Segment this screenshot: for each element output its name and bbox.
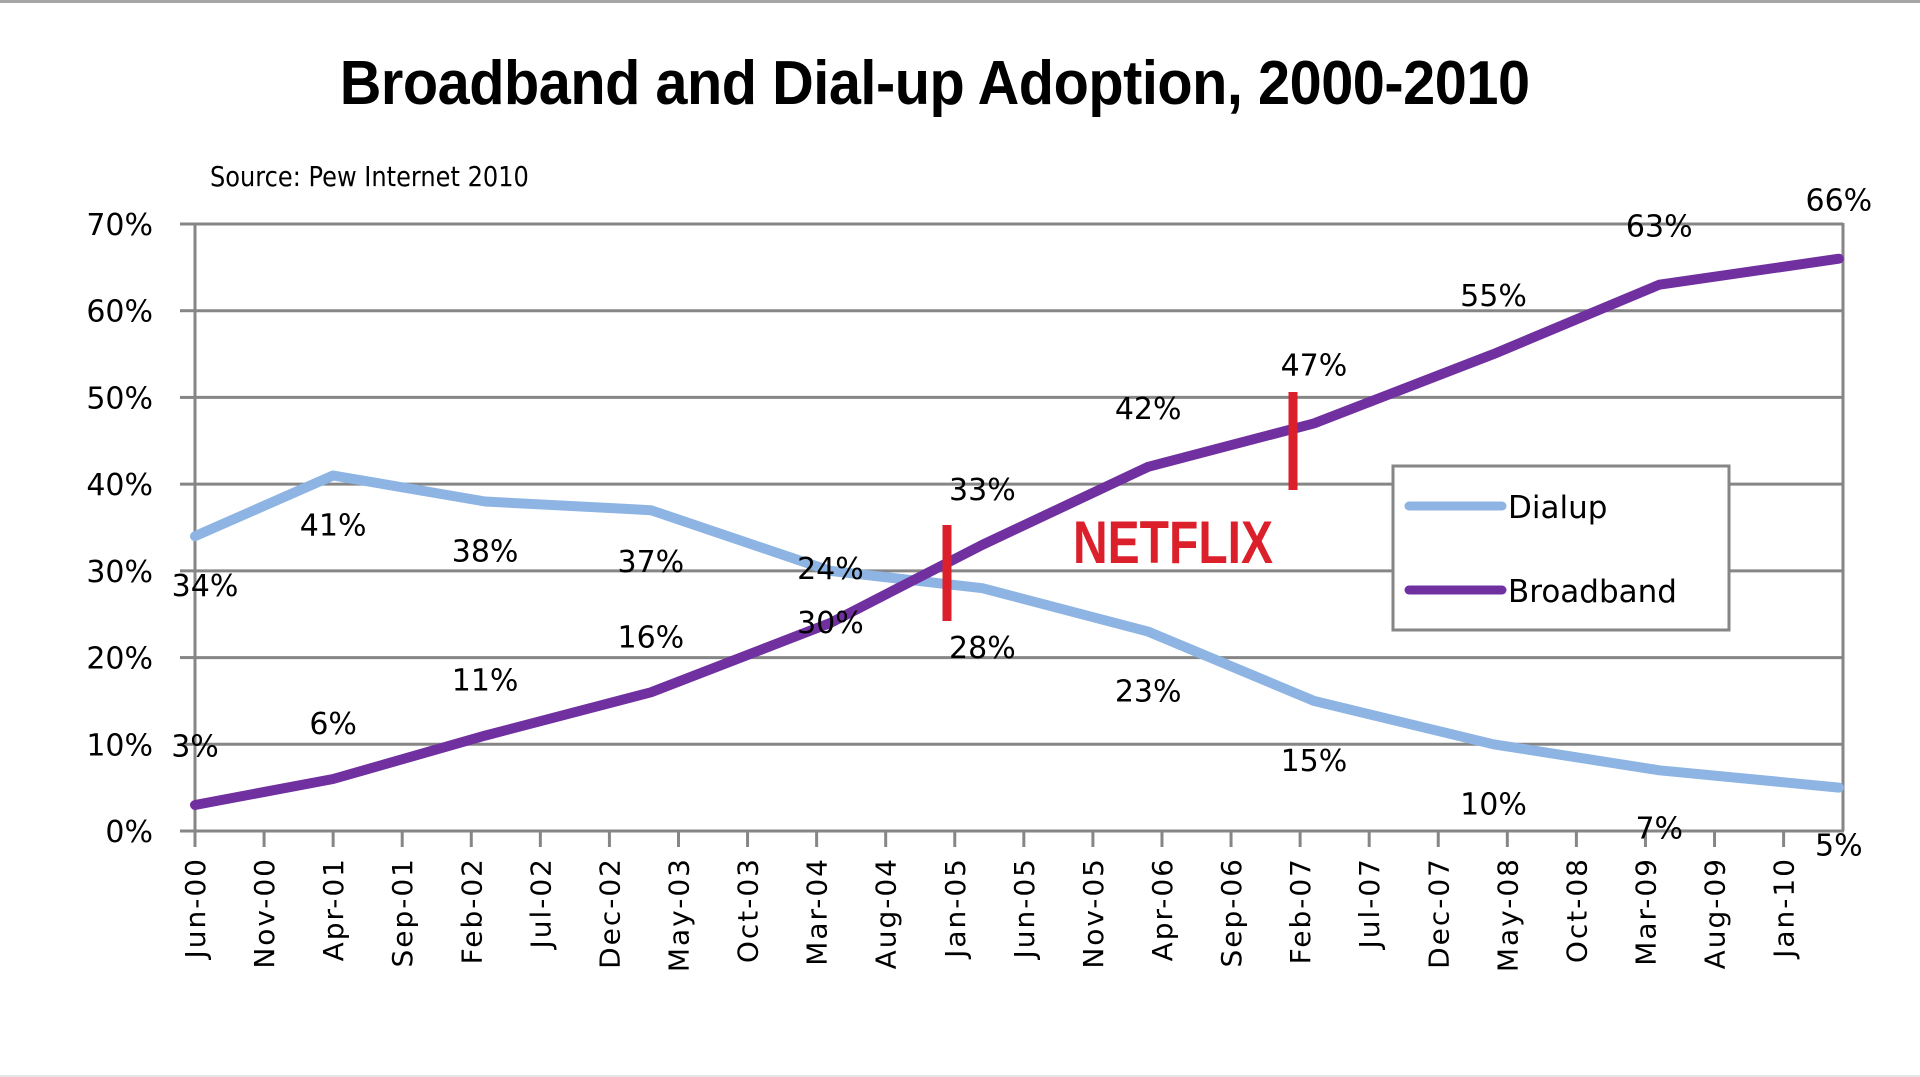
x-tick-label: Nov-00	[248, 857, 281, 969]
x-tick-label: Apr-01	[317, 857, 350, 961]
top-border	[0, 0, 1920, 3]
data-labels: 34% 41% 38% 37% 24% 28% 23% 15% 10% 7% 5% 3% 6% 11% 16…	[171, 184, 1872, 864]
data-label-dialup: 38%	[452, 534, 519, 569]
chart-subtitle: Source: Pew Internet 2010	[210, 160, 529, 193]
data-label-dialup: 5%	[1815, 829, 1863, 864]
netflix-logo-text: NETFLIX	[1073, 509, 1273, 576]
x-tick-label: Feb-02	[455, 857, 488, 964]
data-label-broadband: 63%	[1626, 210, 1693, 245]
x-tick-label: Sep-01	[386, 857, 419, 968]
legend-label-broadband: Broadband	[1508, 574, 1677, 610]
y-tick-label: 0%	[105, 815, 153, 850]
y-axis-ticks: 0% 10% 20% 30% 40% 50% 60% 70%	[86, 208, 195, 850]
legend-label-dialup: Dialup	[1508, 490, 1607, 526]
x-tick-label: May-08	[1491, 857, 1524, 972]
y-tick-label: 50%	[86, 381, 153, 416]
y-tick-label: 30%	[86, 555, 153, 590]
data-label-dialup: 24%	[797, 552, 864, 587]
x-tick-label: Jul-07	[1353, 857, 1386, 951]
x-tick-label: Apr-06	[1146, 857, 1179, 961]
x-tick-label: Jan-10	[1768, 857, 1801, 960]
data-label-dialup: 28%	[949, 631, 1016, 666]
data-label-broadband: 16%	[618, 620, 685, 655]
data-label-dialup: 10%	[1460, 787, 1527, 822]
y-tick-label: 60%	[86, 295, 153, 330]
x-tick-label: Jul-02	[524, 857, 557, 951]
x-tick-label: Oct-08	[1560, 857, 1593, 963]
x-tick-label: Aug-04	[870, 857, 903, 969]
x-tick-label: Jun-05	[1008, 857, 1041, 960]
y-tick-label: 20%	[86, 642, 153, 677]
chart-title: Broadband and Dial-up Adoption, 2000-201…	[339, 49, 1530, 118]
data-label-dialup: 15%	[1281, 744, 1348, 779]
data-label-dialup: 37%	[618, 545, 685, 580]
x-tick-label: Jan-05	[939, 857, 972, 960]
data-label-broadband: 3%	[171, 729, 219, 764]
data-label-broadband: 55%	[1460, 279, 1527, 314]
legend: Dialup Broadband	[1391, 464, 1731, 632]
x-tick-label: Dec-07	[1422, 857, 1455, 969]
series-line-broadband	[190, 253, 1844, 810]
x-axis-ticks: Jun-00 Nov-00 Apr-01 Sep-01 Feb-02 Jul-02 Dec-…	[179, 831, 1801, 972]
gridlines	[195, 222, 1843, 746]
data-label-dialup: 7%	[1635, 811, 1683, 846]
bottom-border	[0, 1075, 1920, 1077]
y-tick-label: 40%	[86, 468, 153, 503]
data-label-broadband: 66%	[1806, 184, 1873, 219]
data-label-broadband: 6%	[309, 707, 357, 742]
x-tick-label: Mar-04	[801, 857, 834, 966]
annotations: NETFLIX	[942, 392, 1298, 621]
series-lines	[190, 253, 1844, 810]
y-tick-label: 10%	[86, 728, 153, 763]
x-tick-label: May-03	[662, 857, 695, 972]
data-label-broadband: 33%	[949, 473, 1016, 508]
data-label-dialup: 41%	[300, 508, 367, 543]
data-label-broadband: 47%	[1281, 348, 1348, 383]
data-label-dialup: 23%	[1115, 675, 1182, 710]
x-tick-label: Aug-09	[1699, 857, 1732, 969]
data-label-broadband: 11%	[452, 664, 519, 699]
x-tick-label: Oct-03	[732, 857, 765, 963]
x-tick-label: Mar-09	[1629, 857, 1662, 966]
x-tick-label: Feb-07	[1284, 857, 1317, 964]
series-line-dialup	[190, 470, 1844, 793]
data-label-dialup: 34%	[172, 569, 239, 604]
x-tick-label: Sep-06	[1215, 857, 1248, 968]
x-tick-label: Jun-00	[179, 857, 212, 960]
x-tick-label: Dec-02	[593, 857, 626, 969]
y-tick-label: 70%	[86, 208, 153, 243]
x-tick-label: Nov-05	[1077, 857, 1110, 969]
data-label-broadband: 42%	[1115, 392, 1182, 427]
data-label-broadband: 30%	[797, 606, 864, 641]
legend-box	[1391, 464, 1731, 632]
